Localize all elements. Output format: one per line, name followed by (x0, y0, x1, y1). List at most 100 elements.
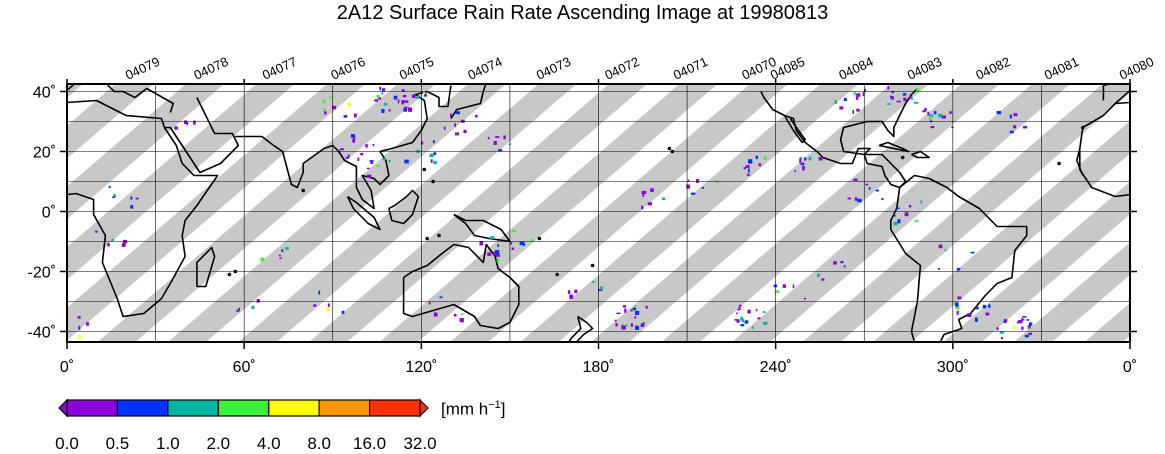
orbit-swath (591, 84, 929, 342)
rain-pixel (696, 179, 699, 183)
rain-pixel (634, 305, 637, 307)
rain-pixel (954, 302, 959, 307)
rain-pixel (1009, 114, 1012, 119)
rain-pixel (388, 109, 391, 112)
rain-pixel (686, 184, 690, 189)
rain-pixel (1027, 325, 1031, 330)
rain-pixel (792, 284, 795, 289)
rain-pixel (402, 94, 407, 98)
rain-pixel (511, 229, 517, 232)
orbit-label: 04077 (260, 54, 299, 83)
colorbar-segment (318, 399, 371, 417)
rain-pixel (774, 290, 780, 293)
rain-pixel (494, 249, 500, 255)
rain-pixel (340, 148, 345, 151)
rain-pixel (862, 92, 865, 96)
rain-pixel (630, 309, 633, 312)
rain-pixel (930, 126, 935, 129)
island-mark (1081, 125, 1085, 130)
sumatra-outline (346, 195, 381, 231)
rain-pixel (803, 157, 807, 161)
rain-pixel (463, 129, 467, 134)
rain-pixel (411, 94, 416, 98)
india-outline (235, 135, 340, 189)
rain-pixel (184, 120, 187, 124)
rain-pixel (423, 93, 427, 97)
rain-pixel (511, 247, 515, 250)
unit-exponent: −1 (488, 399, 501, 411)
rain-pixel (803, 297, 806, 300)
rain-pixel (930, 119, 933, 123)
rain-pixel (896, 207, 900, 209)
rain-pixel (868, 187, 871, 190)
rain-pixel (914, 219, 919, 222)
rain-pixel (423, 91, 425, 95)
graticule (67, 84, 1130, 342)
rain-pixel (278, 254, 281, 257)
orbit-swath (238, 84, 577, 342)
arabia-outline (164, 97, 240, 174)
longitude-label: 0˚ (60, 359, 74, 376)
orbit-label: 04080 (1117, 54, 1156, 83)
rain-pixel (843, 265, 846, 268)
rain-pixel (738, 304, 742, 307)
rain-pixel (1022, 319, 1025, 321)
island-mark (667, 146, 672, 151)
rain-pixel (847, 197, 851, 200)
island-mark (930, 366, 934, 370)
rain-pixel (852, 110, 855, 114)
rain-pixel (487, 252, 492, 256)
rain-pixel (433, 160, 437, 165)
orbit-label: 04081 (1042, 54, 1081, 83)
rain-pixel (944, 249, 947, 251)
rain-pixel (834, 100, 837, 104)
rain-pixel (938, 114, 943, 118)
rain-pixel (475, 115, 478, 118)
rain-pixel (799, 158, 802, 164)
rain-pixel (459, 318, 464, 323)
rain-pixel (519, 241, 524, 246)
rain-pixel (341, 310, 345, 314)
rain-pixel (130, 205, 134, 209)
axis-ticks (60, 79, 1137, 349)
rain-pixel (817, 273, 820, 278)
rain-pixel (490, 236, 495, 239)
rain-pixel (600, 286, 604, 290)
rain-pixel (251, 305, 255, 309)
rain-pixel (135, 197, 139, 200)
rain-pixel (591, 281, 595, 283)
rain-pixels (77, 86, 1033, 340)
rain-pixel (108, 186, 111, 189)
colorbar-tick-label: 16.0 (353, 434, 386, 453)
rain-pixel (347, 102, 351, 106)
latitude-label: 0˚ (42, 205, 56, 222)
orbit-label: 04075 (397, 54, 436, 83)
unit-suffix: ] (500, 399, 506, 419)
rain-pixel (415, 95, 420, 99)
rain-pixel (428, 302, 431, 305)
rain-pixel (1021, 326, 1024, 330)
rain-pixel (893, 221, 898, 226)
orbit-swath (732, 84, 1070, 342)
rain-pixel (366, 174, 372, 178)
rain-pixel (376, 95, 380, 98)
rain-pixel (933, 111, 937, 115)
rain-pixel (818, 157, 823, 161)
rain-pixel (887, 86, 890, 90)
rain-pixel (985, 312, 990, 316)
rain-pixel (77, 316, 81, 319)
rain-pixel (496, 258, 500, 263)
rain-pixel (957, 296, 962, 300)
colorbar-unit-label: [mm h−1] (441, 399, 506, 420)
rain-pixel (495, 253, 500, 257)
orbit-label: 04083 (905, 54, 944, 83)
rain-pixel (737, 309, 740, 311)
rain-pixel (896, 100, 901, 103)
orbit-swath (943, 181, 1130, 342)
island-mark (425, 236, 430, 241)
rain-pixel (740, 316, 743, 321)
rain-pixel (956, 268, 961, 271)
rain-pixel (433, 312, 438, 317)
rain-pixel (498, 149, 503, 152)
rain-pixel (937, 268, 940, 270)
